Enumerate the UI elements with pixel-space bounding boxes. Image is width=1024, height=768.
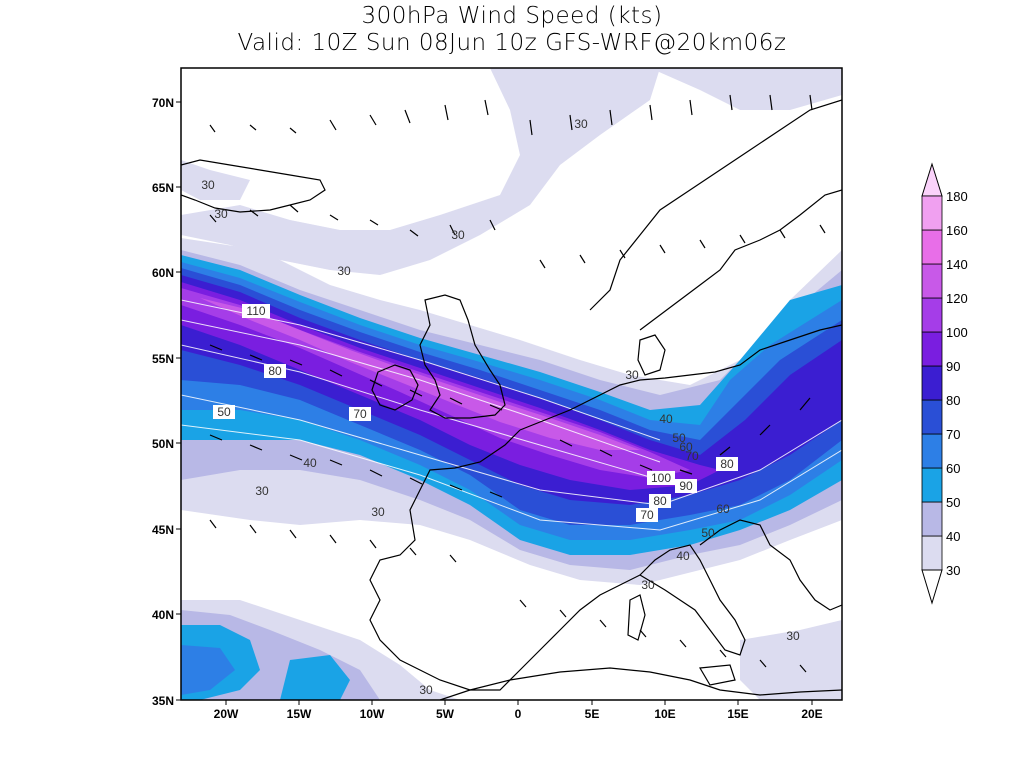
lat-ticks [176, 101, 181, 701]
shade-30-northwest [181, 160, 250, 200]
shade-110 [200, 298, 640, 450]
contour-label: 30 [625, 368, 639, 382]
lat-label: 70N [152, 96, 174, 110]
contour-label: 100 [651, 471, 671, 485]
wind-speed-field: 30 30 30 30 30 110 80 50 70 40 30 30 30 … [181, 68, 842, 700]
lat-label: 65N [152, 181, 174, 195]
contour-label: 70 [353, 407, 367, 421]
contour-label: 30 [641, 578, 655, 592]
contour-label: 30 [371, 505, 385, 519]
lat-label: 50N [152, 437, 174, 451]
colorbar-label: 60 [946, 461, 960, 476]
colorbar-label: 160 [946, 223, 968, 238]
contour-label: 50 [672, 431, 686, 445]
lon-label: 5W [436, 707, 455, 721]
contour-label: 60 [716, 502, 730, 516]
contour-label: 30 [255, 484, 269, 498]
shade-50-south2 [280, 655, 350, 700]
shade-30-north [181, 68, 660, 275]
colorbar-cell [921, 331, 943, 367]
shade-30-east [650, 68, 842, 110]
contour-label: 70 [685, 449, 699, 463]
colorbar-label: 80 [946, 393, 960, 408]
contour-label: 30 [419, 683, 433, 697]
lat-label: 40N [152, 608, 174, 622]
colorbar-label: 50 [946, 495, 960, 510]
lat-label: 60N [152, 266, 174, 280]
contour-label: 30 [337, 264, 351, 278]
map-title: 300hPa Wind Speed (kts) [361, 3, 663, 29]
lat-label: 45N [152, 523, 174, 537]
colorbar-label: 140 [946, 257, 968, 272]
lon-label: 20E [801, 707, 822, 721]
contour-label: 30 [786, 629, 800, 643]
contour-label: 40 [676, 549, 690, 563]
lon-label: 5E [585, 707, 600, 721]
colorbar-label: 30 [946, 563, 960, 578]
colorbar-cell [921, 365, 943, 401]
colorbar-cell [921, 229, 943, 265]
colorbar-cell [921, 535, 943, 571]
colorbar-label: 180 [946, 189, 968, 204]
colorbar-labels: 30 40 50 60 70 80 90 100 120 140 160 180 [946, 189, 968, 578]
colorbar-cell [921, 467, 943, 503]
lat-label: 35N [152, 694, 174, 708]
contour-label: 60 [679, 440, 693, 454]
lon-label: 15W [287, 707, 312, 721]
colorbar: 30 40 50 60 70 80 90 100 120 140 160 180 [921, 162, 968, 605]
contour-label: 80 [653, 494, 667, 508]
contour-label: 50 [217, 405, 231, 419]
lat-label: 55N [152, 352, 174, 366]
contour-label: 40 [659, 412, 673, 426]
colorbar-label: 100 [946, 325, 968, 340]
lon-labels: 20W 15W 10W 5W 0 5E 10E 15E 20E [214, 707, 823, 721]
wind-barbs [209, 94, 826, 673]
colorbar-cell [921, 297, 943, 333]
plot-frame [180, 67, 843, 701]
shade-60-south [181, 645, 235, 695]
colorbar-top-arrow [921, 162, 943, 197]
colorbar-label: 70 [946, 427, 960, 442]
lon-label: 20W [214, 707, 239, 721]
colorbar-bottom-arrow [921, 569, 943, 605]
contour-labels: 30 30 30 30 30 110 80 50 70 40 30 30 30 … [201, 117, 800, 697]
lon-ticks [225, 700, 813, 705]
coastlines [181, 99, 842, 700]
contour-label: 110 [246, 304, 265, 318]
colorbar-cell [921, 433, 943, 469]
contour-label: 30 [451, 228, 465, 242]
colorbar-label: 90 [946, 359, 960, 374]
contour-label: 30 [574, 117, 588, 131]
contour-label: 90 [679, 479, 693, 493]
colorbar-cell [921, 399, 943, 435]
colorbar-cell [921, 501, 943, 537]
shade-30-southeast [740, 620, 842, 700]
contour-label: 30 [214, 207, 228, 221]
colorbar-label: 40 [946, 529, 960, 544]
colorbar-label: 120 [946, 291, 968, 306]
contour-label: 80 [268, 364, 282, 378]
colorbar-cell [921, 263, 943, 299]
contour-label: 70 [640, 508, 654, 522]
lat-labels: 70N 65N 60N 55N 50N 45N 40N 35N [152, 96, 174, 708]
shade-80 [181, 275, 842, 505]
map-subtitle: Valid: 10Z Sun 08Jun 10z GFS-WRF@20km06z [237, 30, 787, 56]
lon-label: 0 [515, 707, 522, 721]
lon-label: 10W [360, 707, 385, 721]
contour-label: 80 [720, 457, 734, 471]
colorbar-cell [921, 195, 943, 231]
contour-label: 30 [201, 178, 215, 192]
contour-label: 50 [701, 526, 715, 540]
contour-label: 40 [303, 456, 317, 470]
colorbar-cells [921, 195, 943, 571]
lon-label: 15E [727, 707, 748, 721]
lon-label: 10E [654, 707, 675, 721]
